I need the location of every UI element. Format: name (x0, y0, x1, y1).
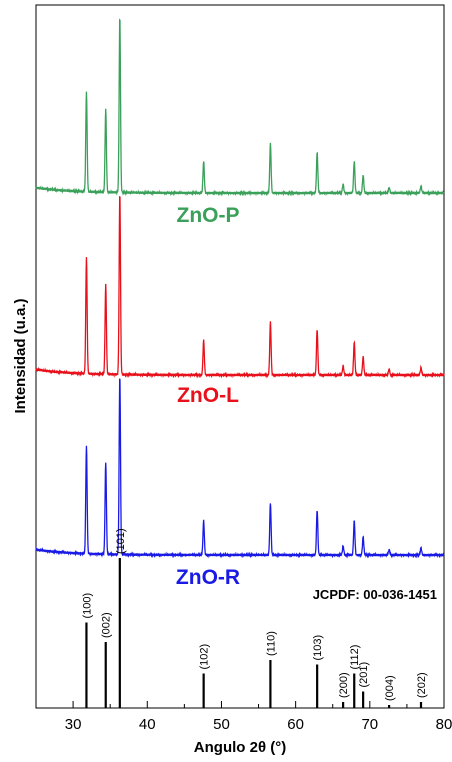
reference-hkl-label: (202) (416, 672, 428, 698)
x-tick-label: 30 (65, 716, 82, 733)
series-line-zno-r (35, 378, 445, 559)
y-axis-title: Intensidad (u.a.) (12, 298, 29, 413)
x-tick-label: 50 (213, 716, 230, 733)
reference-hkl-label: (102) (199, 644, 211, 670)
x-axis-title: Angulo 2θ (°) (194, 739, 286, 756)
reference-hkl-label: (110) (265, 631, 277, 656)
reference-hkl-label: (103) (312, 635, 324, 661)
series-line-zno-l (35, 195, 445, 379)
reference-hkl-label: (200) (338, 672, 350, 698)
reference-hkl-label: (002) (101, 612, 113, 638)
x-tick-label: 80 (436, 716, 452, 733)
series-label-zno-p: ZnO-P (177, 204, 240, 227)
reference-hkl-label: (112) (349, 645, 361, 670)
reference-hkl-label: (100) (81, 593, 93, 619)
plot-frame (35, 4, 445, 709)
x-tick-label: 70 (361, 716, 378, 733)
reference-hkl-label: (101) (115, 528, 127, 554)
x-tick-label: 40 (139, 716, 156, 733)
series-line-zno-p (35, 18, 445, 197)
reference-hkl-label: (201) (358, 662, 370, 688)
series-label-zno-r: ZnO-R (176, 566, 240, 589)
series-label-zno-l: ZnO-L (177, 384, 239, 407)
x-tick-label: 60 (287, 716, 304, 733)
reference-card-label: JCPDF: 00-036-1451 (313, 587, 437, 602)
reference-hkl-label: (004) (384, 675, 396, 701)
